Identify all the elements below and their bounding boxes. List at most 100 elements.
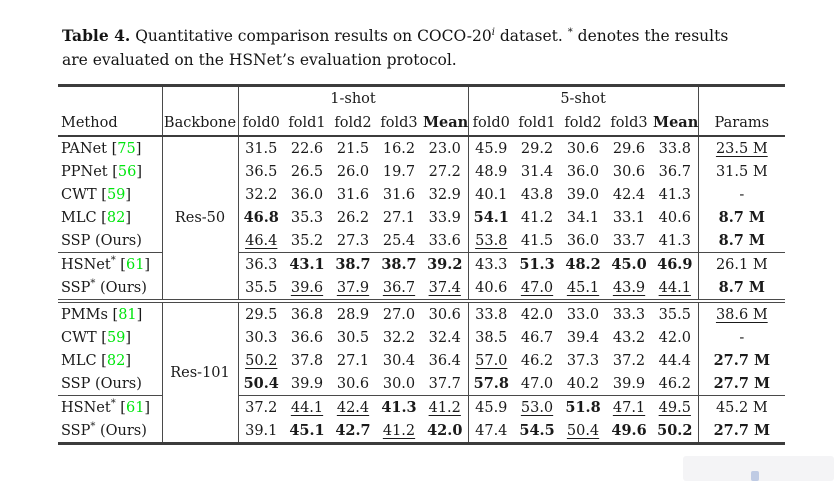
method-name: PPNet [61, 163, 108, 180]
metric-cell-5shot: 38.5 [467, 326, 515, 349]
params-cell: 38.6 M [697, 302, 786, 326]
col-fold0-5shot: fold0 [467, 110, 515, 137]
metric-cell-5shot: 43.8 [520, 186, 554, 203]
col-params: Params [697, 110, 786, 137]
table-head: 1-shot 5-shot Method Backbone fold0 fold1… [58, 85, 786, 137]
table-row: SSP (Ours) 50.4 39.9 30.6 30.0 37.7 57.8 47.0 40… [58, 372, 786, 396]
metric-cell-1shot: 35.5 [237, 276, 284, 300]
params-cell: 26.1 M [697, 252, 786, 276]
metric-cell-1shot: 26.0 [336, 163, 370, 180]
group-header-1shot: 1-shot [237, 85, 469, 110]
metric-cell-1shot: 27.1 [336, 352, 370, 369]
empty-cell [697, 85, 786, 110]
metric-cell-1shot: 31.6 [382, 186, 416, 203]
table-row: HSNet* [61] 37.2 44.1 42.4 41.3 41.2 45.9 53.0 5… [58, 395, 786, 419]
metric-cell-1shot: 36.6 [290, 329, 324, 346]
metric-cell-5shot: 40.6 [658, 209, 691, 226]
method-name: MLC [61, 352, 97, 369]
method-cell: HSNet* [61] [58, 395, 162, 419]
metric-cell-5shot: 33.0 [566, 306, 600, 323]
col-fold2-1shot: fold2 [330, 110, 376, 137]
bottom-right-overlay [683, 456, 834, 481]
metric-cell-5shot: 43.3 [467, 252, 515, 276]
metric-cell-5shot: 54.1 [467, 206, 515, 229]
metric-cell-5shot: 41.5 [520, 232, 554, 249]
metric-cell-1shot: 37.2 [237, 395, 284, 419]
method-name: SSP [61, 422, 91, 439]
metric-cell-5shot: 36.7 [658, 163, 691, 180]
metric-cell-1shot: 25.4 [382, 232, 416, 249]
metric-cell-1shot: 32.2 [382, 329, 416, 346]
metric-cell-1shot: 36.4 [428, 352, 461, 369]
metric-cell-5shot: 36.0 [566, 232, 600, 249]
metric-cell-5shot: 53.8 [467, 229, 515, 253]
method-cell: SSP* (Ours) [61, 420, 147, 439]
metric-cell-5shot: 53.0 [514, 395, 561, 419]
method-name: SSP [61, 279, 91, 296]
method-name: HSNet [61, 399, 111, 416]
citation-number: 82 [106, 352, 126, 369]
table-row: PANet [75] Res-50 31.5 22.6 21.5 16.2 23.0 45.9… [58, 136, 786, 300]
section-divider [58, 299, 786, 303]
metric-cell-1shot: 39.2 [422, 252, 469, 276]
method-name: PMMs [61, 306, 108, 323]
method-name: SSP [61, 232, 91, 249]
metric-cell-1shot: 36.8 [290, 306, 324, 323]
metric-cell-1shot: 45.1 [289, 422, 325, 439]
params-cell: - [697, 326, 786, 349]
metric-cell-5shot: 46.9 [652, 252, 699, 276]
header-group-row: 1-shot 5-shot [58, 85, 786, 110]
col-method: Method [58, 110, 162, 137]
metric-cell-1shot: 37.7 [428, 375, 461, 392]
metric-cell-1shot: 39.1 [237, 419, 284, 444]
method-cell: MLC [82] [61, 209, 131, 226]
params-cell: 45.2 M [697, 395, 786, 419]
metric-cell-1shot: 22.6 [290, 140, 324, 157]
metric-cell-5shot: 42.0 [658, 329, 691, 346]
method-name: HSNet [61, 256, 111, 273]
metric-cell-5shot: 49.6 [611, 422, 647, 439]
params-cell: 27.7 M [697, 419, 786, 444]
params-cell: 27.7 M [697, 372, 786, 396]
metric-cell-1shot: 50.2 [237, 349, 284, 372]
citation-number: 59 [106, 329, 126, 346]
col-fold0-1shot: fold0 [237, 110, 284, 137]
metric-cell-5shot: 45.1 [566, 279, 600, 296]
params-cell: 31.5 M [697, 160, 786, 183]
metric-cell-5shot: 51.3 [514, 252, 561, 276]
metric-cell-5shot: 57.8 [467, 372, 515, 396]
metric-cell-1shot: 27.2 [428, 163, 461, 180]
metric-cell-1shot: 23.0 [428, 140, 461, 157]
metric-cell-5shot: 41.2 [520, 209, 554, 226]
table-row: MLC [82] 50.2 37.8 27.1 30.4 36.4 57.0 46.2 37.3… [58, 349, 786, 372]
metric-cell-5shot: 44.4 [658, 352, 691, 369]
method-cell: CWT [59] [61, 186, 132, 203]
metric-cell-1shot: 33.9 [428, 209, 461, 226]
metric-cell-1shot: 36.5 [237, 160, 284, 183]
metric-cell-5shot: 47.1 [606, 395, 653, 419]
metric-cell-5shot: 37.2 [612, 352, 646, 369]
metric-cell-1shot: 27.0 [382, 306, 416, 323]
results-table: 1-shot 5-shot Method Backbone fold0 fold1… [58, 84, 786, 445]
metric-cell-1shot: 36.7 [382, 279, 416, 296]
method-cell: SSP (Ours) [61, 375, 142, 392]
table-row: SSP (Ours) 46.4 35.2 27.3 25.4 33.6 53.8 41.5 36… [58, 229, 786, 253]
citation-number: 75 [117, 140, 136, 157]
method-cell: SSP (Ours) [61, 232, 142, 249]
metric-cell-1shot: 41.2 [422, 395, 469, 419]
metric-cell-1shot: 37.9 [336, 279, 370, 296]
metric-cell-1shot: 41.3 [376, 395, 422, 419]
table-row: CWT [59] 30.3 36.6 30.5 32.2 32.4 38.5 46.7 39.4… [58, 326, 786, 349]
backbone-cell: Res-101 [161, 302, 238, 444]
metric-cell-1shot: 30.4 [382, 352, 416, 369]
metric-cell-5shot: 33.7 [612, 232, 646, 249]
caption-text-3: denotes the results [572, 27, 729, 45]
metric-cell-5shot: 39.0 [566, 186, 600, 203]
metric-cell-1shot: 43.1 [284, 252, 330, 276]
params-cell: 23.5 M [697, 136, 786, 160]
metric-cell-5shot: 40.6 [467, 276, 515, 300]
col-mean-5shot: Mean [652, 110, 698, 137]
method-cell: CWT [59] [61, 329, 132, 346]
method-name: SSP [61, 375, 91, 392]
metric-cell-5shot: 49.5 [652, 395, 699, 419]
